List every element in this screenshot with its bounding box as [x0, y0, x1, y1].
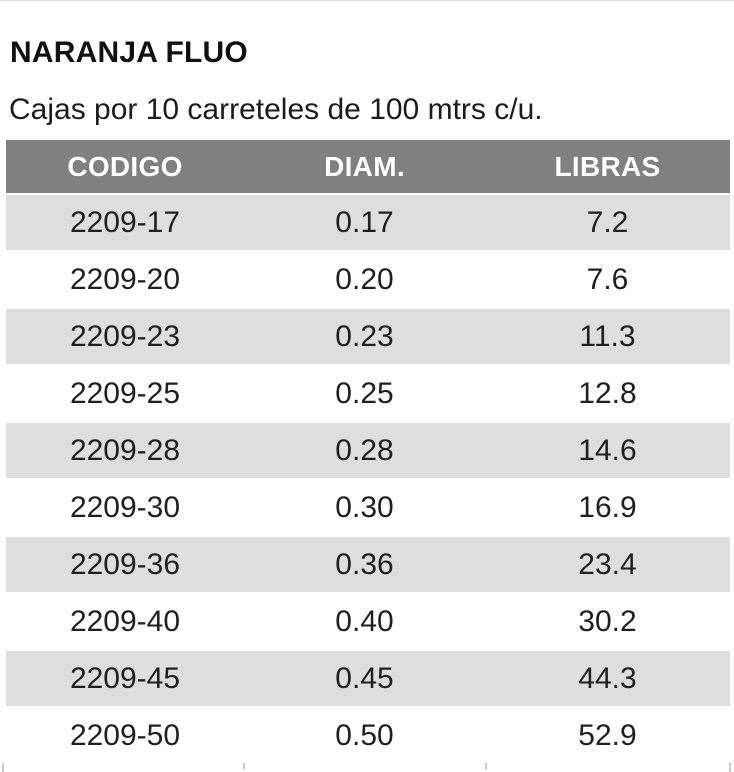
table-body: 2209-17 0.17 7.2 2209-20 0.20 7.6 2209-2… — [6, 193, 730, 763]
libras-cell: 7.2 — [586, 206, 629, 239]
codigo-cell: 2209-36 — [69, 548, 181, 581]
libras-cell: 14.6 — [578, 434, 637, 467]
column-border-tick — [243, 763, 245, 769]
diam-cell: 0.28 — [335, 434, 394, 467]
header-cell-libras: LIBRAS — [554, 151, 661, 182]
product-table: CODIGO DIAM. LIBRAS 2209-17 0.17 7.2 220… — [6, 140, 730, 763]
codigo-cell: 2209-50 — [69, 719, 181, 752]
codigo-cell: 2209-23 — [69, 320, 181, 353]
codigo-cell: 2209-20 — [69, 263, 181, 296]
table-row: 2209-45 0.45 44.3 — [6, 649, 730, 706]
diam-cell: 0.23 — [335, 320, 394, 353]
libras-cell: 7.6 — [586, 263, 629, 296]
diam-cell: 0.20 — [335, 263, 394, 296]
table-row: 2209-20 0.20 7.6 — [6, 250, 730, 307]
libras-cell: 16.9 — [578, 491, 637, 524]
subtitle: Cajas por 10 carreteles de 100 mtrs c/u. — [9, 93, 543, 126]
diam-cell: 0.25 — [335, 377, 394, 410]
libras-cell: 23.4 — [578, 548, 637, 581]
table-row: 2209-40 0.40 30.2 — [6, 592, 730, 649]
libras-cell: 11.3 — [579, 320, 636, 353]
table-header-row: CODIGO DIAM. LIBRAS — [6, 140, 730, 193]
table-edge-tick-right — [729, 763, 731, 772]
codigo-cell: 2209-45 — [69, 662, 181, 695]
codigo-cell: 2209-30 — [69, 491, 181, 524]
header-cell-codigo: CODIGO — [67, 151, 183, 182]
header-cell-diam: DIAM. — [324, 151, 405, 182]
column-border-tick — [485, 763, 487, 769]
diam-cell: 0.45 — [335, 662, 394, 695]
table-row: 2209-17 0.17 7.2 — [6, 193, 730, 250]
table-row: 2209-25 0.25 12.8 — [6, 364, 730, 421]
libras-cell: 44.3 — [578, 662, 637, 695]
table-row: 2209-30 0.30 16.9 — [6, 478, 730, 535]
libras-cell: 52.9 — [578, 719, 637, 752]
table-row: 2209-36 0.36 23.4 — [6, 535, 730, 592]
diam-cell: 0.40 — [335, 605, 394, 638]
table-edge-tick-left — [2, 763, 4, 772]
libras-cell: 12.8 — [578, 377, 637, 410]
diam-cell: 0.17 — [335, 206, 394, 239]
codigo-cell: 2209-40 — [69, 605, 181, 638]
diam-cell: 0.30 — [335, 491, 394, 524]
table-row: 2209-23 0.23 11.3 — [6, 307, 730, 364]
table-row: 2209-50 0.50 52.9 — [6, 706, 730, 763]
diam-cell: 0.36 — [335, 548, 394, 581]
page-title: NARANJA FLUO — [10, 36, 248, 69]
codigo-cell: 2209-17 — [69, 206, 181, 239]
libras-cell: 30.2 — [578, 605, 637, 638]
table-row: 2209-28 0.28 14.6 — [6, 421, 730, 478]
top-border-line — [0, 0, 734, 1]
codigo-cell: 2209-25 — [69, 377, 181, 410]
diam-cell: 0.50 — [335, 719, 394, 752]
codigo-cell: 2209-28 — [69, 434, 181, 467]
